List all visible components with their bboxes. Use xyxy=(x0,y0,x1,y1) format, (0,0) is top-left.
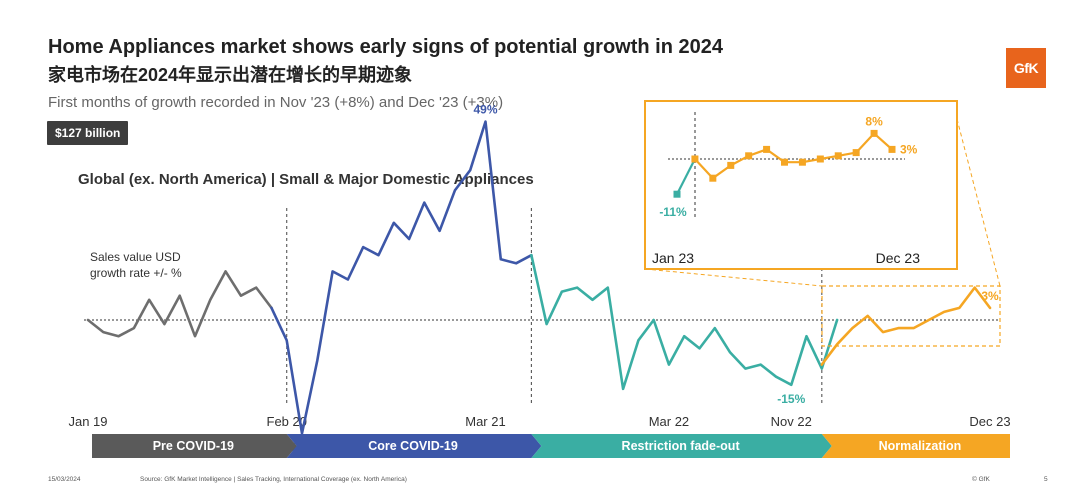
footer-source: Source: GfK Market Intelligence | Sales … xyxy=(140,476,407,483)
gfk-logo: GfK xyxy=(1006,48,1046,88)
inset-point xyxy=(852,149,860,157)
series-line-0 xyxy=(86,270,273,338)
y-axis-label: Sales value USD growth rate +/- % xyxy=(90,249,182,281)
inset-start-value-label: -11% xyxy=(659,205,687,219)
inset-end-label: Dec 23 xyxy=(876,250,921,266)
phase-label: Pre COVID-19 xyxy=(153,439,234,453)
inset-point xyxy=(816,155,824,163)
x-tick-label: Mar 22 xyxy=(649,414,689,429)
title-cn: 家电市场在2024年显示出潜在增长的早期迹象 xyxy=(48,65,413,85)
x-tick-label: Mar 21 xyxy=(465,414,505,429)
inset-end-value-label: 3% xyxy=(900,142,918,156)
x-tick-label: Feb 20 xyxy=(267,414,307,429)
subtitle: First months of growth recorded in Nov '… xyxy=(48,94,504,111)
inset-point xyxy=(763,145,771,153)
series-line-3 xyxy=(820,286,992,366)
y-axis-label-line-2: growth rate +/- % xyxy=(90,266,182,280)
title-en: Home Appliances market shows early signs… xyxy=(48,36,723,58)
highlight-box xyxy=(821,285,1001,347)
chart-title: Global (ex. North America) | Small & Maj… xyxy=(78,171,534,188)
inset-peak-label: 8% xyxy=(865,114,883,128)
zoom-connector-left xyxy=(644,268,823,287)
series-line-1 xyxy=(270,120,533,435)
inset-point xyxy=(691,155,699,163)
phase-segment xyxy=(92,434,297,458)
x-tick-label: Jan 19 xyxy=(68,414,107,429)
data-label: -15% xyxy=(777,392,805,406)
inset-point xyxy=(781,158,788,166)
phase-segment xyxy=(821,434,1010,458)
inset-point xyxy=(709,174,717,182)
data-label: 3% xyxy=(981,289,999,303)
x-tick-label: Dec 23 xyxy=(969,414,1010,429)
footer-copyright: © GfK xyxy=(972,476,990,483)
phase-segment xyxy=(531,434,832,458)
phase-label: Restriction fade-out xyxy=(622,439,741,453)
phase-segment xyxy=(286,434,542,458)
inset-point xyxy=(834,152,842,160)
inset-point xyxy=(888,145,896,153)
y-axis-label-line-1: Sales value USD xyxy=(90,250,181,264)
zoom-connector-right xyxy=(956,118,1001,287)
footer-date: 15/03/2024 xyxy=(48,476,81,483)
inset-point xyxy=(870,129,878,137)
phase-label: Normalization xyxy=(879,439,962,453)
inset-start-label: Jan 23 xyxy=(652,250,694,266)
data-label: 49% xyxy=(473,103,497,117)
market-size-badge: $127 billion xyxy=(47,121,129,145)
x-tick-label: Nov 22 xyxy=(771,414,812,429)
inset-point xyxy=(745,152,753,160)
inset-teal-segment xyxy=(676,158,696,195)
inset-point xyxy=(727,161,735,169)
footer-page: 5 xyxy=(1044,476,1048,483)
inset-point xyxy=(673,190,681,198)
inset-point xyxy=(798,158,806,166)
series-line-2 xyxy=(530,253,839,391)
inset-panel xyxy=(644,100,958,270)
phase-label: Core COVID-19 xyxy=(368,439,458,453)
